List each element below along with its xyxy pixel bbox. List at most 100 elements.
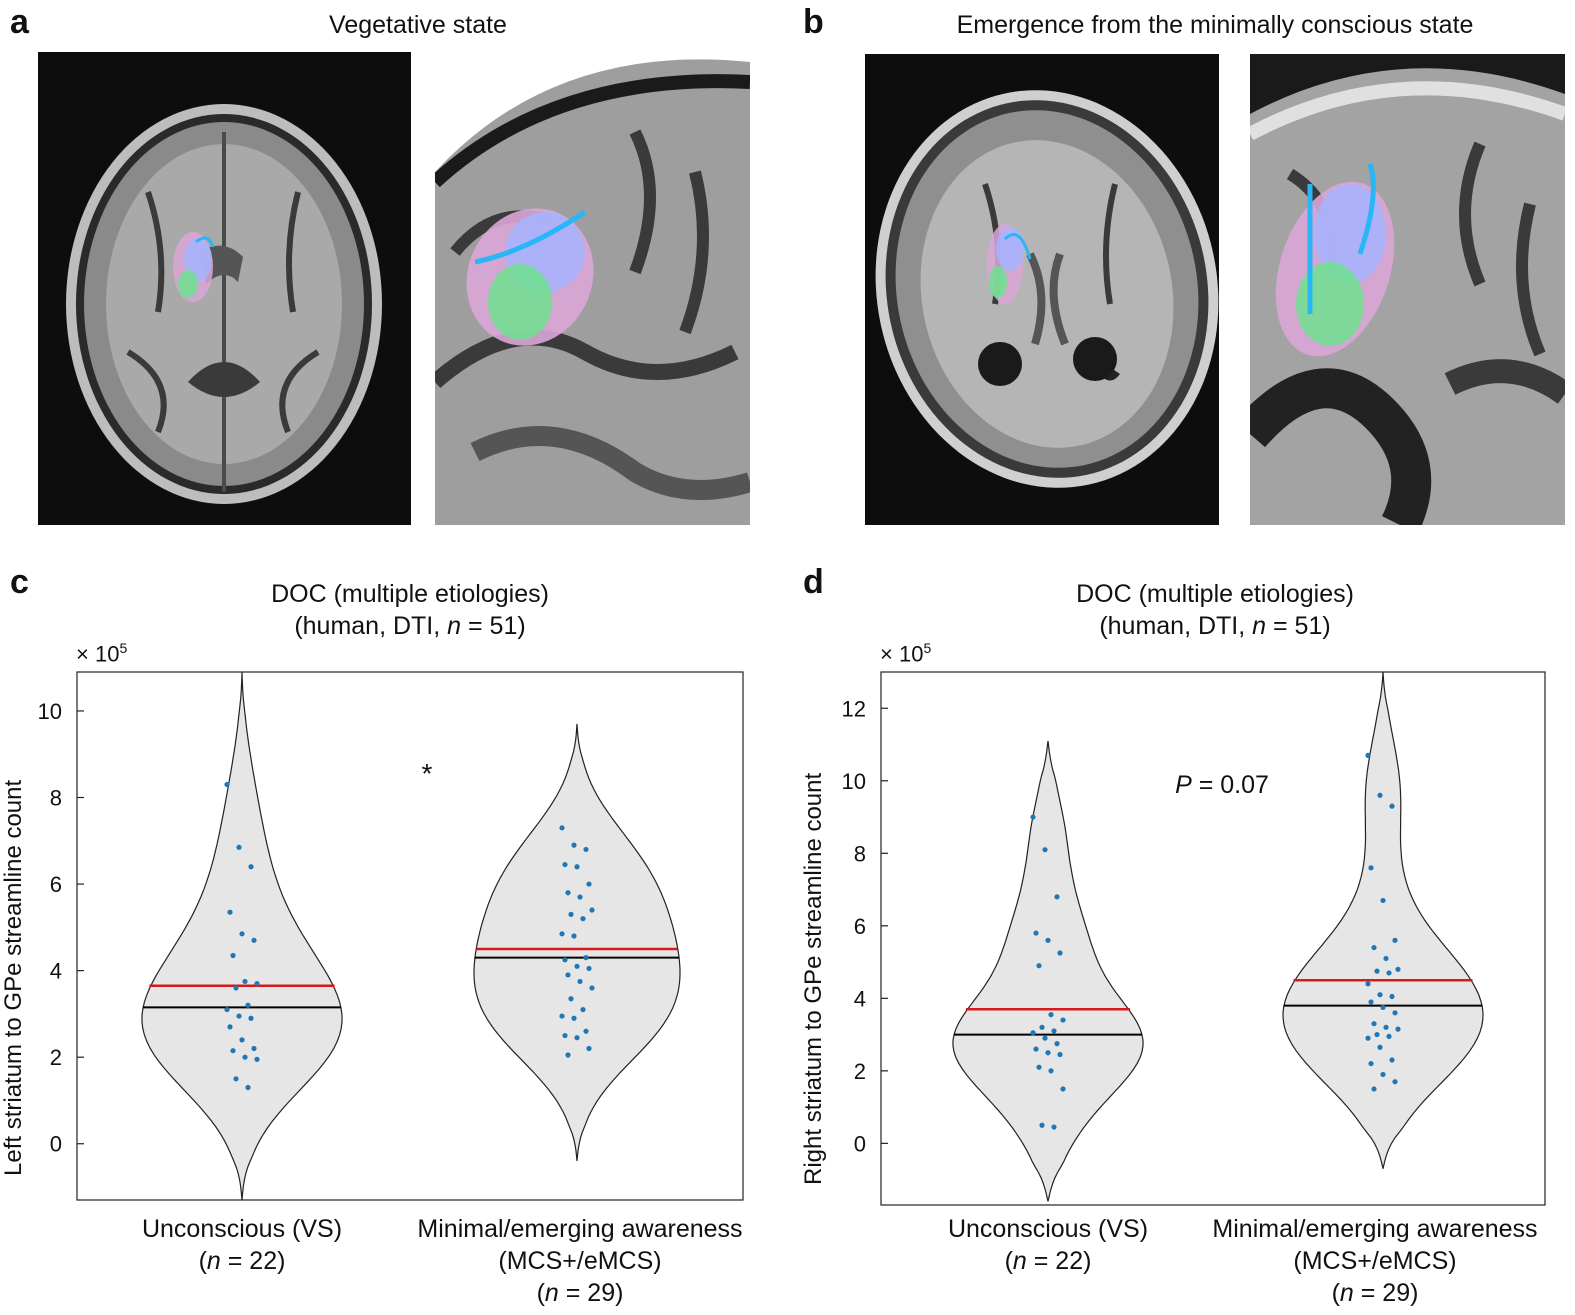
y-tick-label: 0 <box>854 1131 866 1156</box>
data-point <box>1048 1068 1054 1074</box>
plot-frame <box>880 671 1546 1206</box>
data-point <box>233 985 239 991</box>
data-point <box>1051 1124 1057 1130</box>
data-point <box>574 1035 580 1041</box>
data-point <box>568 911 574 917</box>
mri-axial-emcs <box>865 54 1219 525</box>
data-point <box>239 1037 245 1043</box>
data-point <box>1383 1024 1389 1030</box>
data-point <box>562 861 568 868</box>
chart-c-cat-2-name: Minimal/emerging awareness <box>417 1215 743 1243</box>
data-point <box>1042 847 1048 853</box>
chart-c-cat-2-label: Minimal/emerging awareness (MCS+/eMCS) (… <box>370 1213 790 1309</box>
data-point <box>1033 930 1039 936</box>
mri-axial-vs <box>38 52 411 525</box>
data-point <box>1036 1064 1042 1070</box>
y-tick-label: 0 <box>50 1132 62 1157</box>
chart-c-cat-2-sub: (MCS+/eMCS) <box>498 1247 662 1275</box>
chart-c-cat-2-n: (n = 29) <box>536 1279 624 1307</box>
data-point <box>1392 1079 1398 1085</box>
data-point <box>1389 1057 1395 1063</box>
data-point <box>1368 1060 1374 1067</box>
data-point <box>224 1006 230 1013</box>
data-point <box>233 1076 239 1082</box>
p-value-annotation: P = 0.07 <box>1175 771 1269 799</box>
data-point <box>1365 752 1371 758</box>
chart-d-title: DOC (multiple etiologies) (human, DTI, n… <box>915 578 1515 642</box>
panel-letter-c: c <box>10 563 29 601</box>
data-point <box>565 890 571 896</box>
chart-c-cat-1-name: Unconscious (VS) <box>141 1215 343 1243</box>
data-point <box>571 842 577 848</box>
data-point <box>1386 970 1392 976</box>
data-point <box>1368 999 1374 1005</box>
data-point <box>1365 1035 1371 1041</box>
data-point <box>1389 993 1395 1000</box>
data-point <box>1057 1051 1063 1058</box>
data-point <box>1045 937 1051 943</box>
data-point <box>586 965 592 972</box>
panel-letter-d: d <box>803 563 824 601</box>
chart-d-cat-1-n: (n = 22) <box>1004 1247 1092 1275</box>
data-point <box>1392 1010 1398 1016</box>
violin-body <box>473 723 681 1162</box>
data-point <box>1371 1086 1377 1092</box>
data-point <box>1377 1044 1383 1050</box>
chart-c-title: DOC (multiple etiologies) (human, DTI, n… <box>110 578 710 642</box>
data-point <box>248 864 254 870</box>
data-point <box>224 781 230 788</box>
data-point <box>1054 894 1060 900</box>
data-point <box>245 1002 251 1008</box>
panel-a-title: Vegetative state <box>329 11 507 39</box>
data-point <box>1054 1041 1060 1047</box>
data-point <box>236 1013 242 1019</box>
data-point <box>1389 803 1395 809</box>
data-point <box>1383 955 1389 962</box>
data-point <box>1380 897 1386 904</box>
chart-d-cat-2-label: Minimal/emerging awareness (MCS+/eMCS) (… <box>1175 1213 1575 1309</box>
data-point <box>1048 1012 1054 1018</box>
data-point <box>586 1045 592 1052</box>
y-tick-label: 12 <box>842 696 866 721</box>
data-point <box>1045 1050 1051 1056</box>
data-point <box>227 1024 233 1030</box>
data-point <box>571 1015 577 1021</box>
data-point <box>1060 1086 1066 1092</box>
data-point <box>236 844 242 850</box>
chart-c-cat-1-n: (n = 22) <box>198 1247 286 1275</box>
data-point <box>227 909 233 915</box>
data-point <box>565 1052 571 1058</box>
chart-d-cat-2-sub: (MCS+/eMCS) <box>1293 1247 1457 1275</box>
y-tick-label: 4 <box>854 986 866 1011</box>
y-tick-label: 8 <box>50 786 62 811</box>
data-point <box>583 846 589 853</box>
data-point <box>254 1056 260 1062</box>
chart-d-title-line1: DOC (multiple etiologies) <box>1076 580 1354 608</box>
data-point <box>589 985 595 991</box>
chart-d-cat-1-name: Unconscious (VS) <box>947 1215 1149 1243</box>
data-point <box>1374 1031 1380 1038</box>
mri-zoom-vs <box>435 52 750 525</box>
data-point <box>1395 1026 1401 1032</box>
data-point <box>1039 1122 1045 1128</box>
data-point <box>562 1032 568 1039</box>
data-point <box>251 1045 257 1052</box>
y-tick-label: 2 <box>854 1059 866 1084</box>
data-point <box>1395 966 1401 972</box>
chart-c-cat-1-label: Unconscious (VS) (n = 22) <box>92 1213 392 1277</box>
violin-body <box>1282 671 1484 1169</box>
data-point <box>562 957 568 963</box>
y-tick-label: 4 <box>50 959 62 984</box>
data-point <box>1371 1021 1377 1027</box>
data-point <box>1036 963 1042 969</box>
data-point <box>1039 1024 1045 1030</box>
data-point <box>242 1054 248 1060</box>
data-point <box>1386 1033 1392 1039</box>
data-point <box>583 1028 589 1034</box>
data-point <box>242 978 248 985</box>
panel-b-title: Emergence from the minimally conscious s… <box>956 11 1474 39</box>
chart-d-cat-2-n: (n = 29) <box>1331 1279 1419 1307</box>
data-point <box>568 996 574 1002</box>
